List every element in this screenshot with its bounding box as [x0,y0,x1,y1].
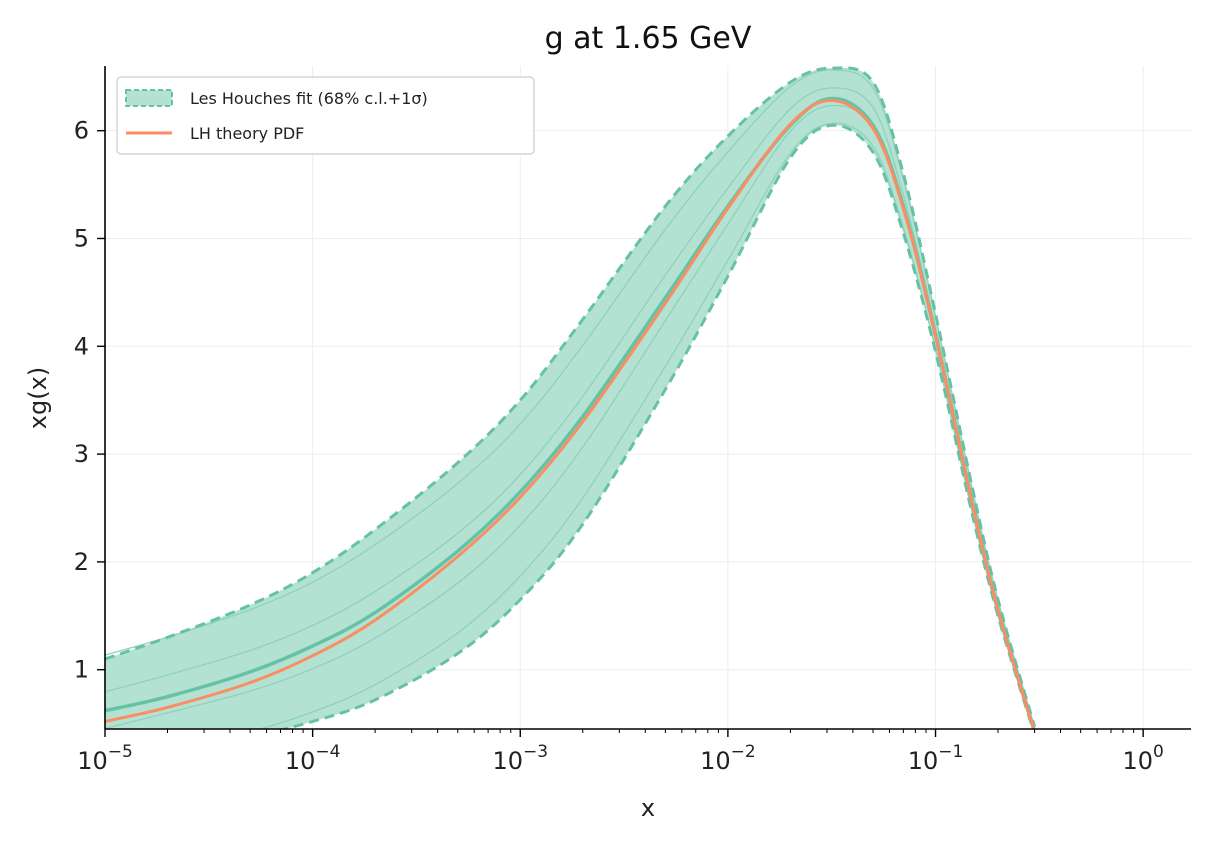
y-axis-label: xg(x) [24,367,52,429]
y-tick-label: 1 [74,656,89,684]
chart-title: g at 1.65 GeV [545,21,752,56]
x-tick-label: 10−5 [77,742,133,775]
y-ticks: 1 2 3 4 5 6 [74,117,105,684]
legend-band-swatch [125,89,173,107]
y-tick-label: 5 [74,224,89,252]
y-tick-label: 2 [74,548,89,576]
x-tick-label: 100 [1122,742,1163,775]
replica-line [257,122,1034,729]
legend: Les Houches fit (68% c.l.+1σ) LH theory … [116,76,535,155]
axes [104,66,1191,730]
x-tick-label: 10−2 [700,742,756,775]
x-ticks: 10−5 10−4 10−3 10−2 10−1 100 [77,729,1164,775]
y-tick-label: 6 [74,117,89,145]
plot-area [105,66,1037,729]
band-lower-line [278,123,1035,729]
theory-line [105,98,1036,729]
legend-frame [116,76,535,155]
x-axis-label: x [641,794,655,822]
x-tick-label: 10−1 [908,742,964,775]
x-tick-label: 10−3 [492,742,548,775]
uncertainty-band [105,67,1035,729]
y-tick-label: 4 [74,332,89,360]
x-tick-label: 10−4 [285,742,341,775]
band-upper-line [105,66,1037,728]
legend-label-band: Les Houches fit (68% c.l.+1σ) [190,89,428,108]
y-tick-label: 3 [74,440,89,468]
legend-label-line: LH theory PDF [190,124,304,143]
